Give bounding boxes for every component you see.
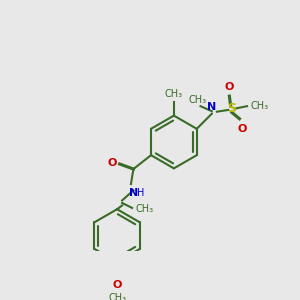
Text: H: H [137,188,144,198]
Text: N: N [207,103,216,112]
Text: O: O [112,280,122,290]
Text: N: N [129,188,138,198]
Text: CH₃: CH₃ [165,89,183,99]
Text: CH₃: CH₃ [189,95,207,105]
Text: S: S [227,102,236,115]
Text: CH₃: CH₃ [251,101,269,111]
Text: CH₃: CH₃ [136,204,154,214]
Text: O: O [237,124,247,134]
Text: O: O [108,158,117,168]
Text: O: O [225,82,234,92]
Text: CH₃: CH₃ [108,293,126,300]
